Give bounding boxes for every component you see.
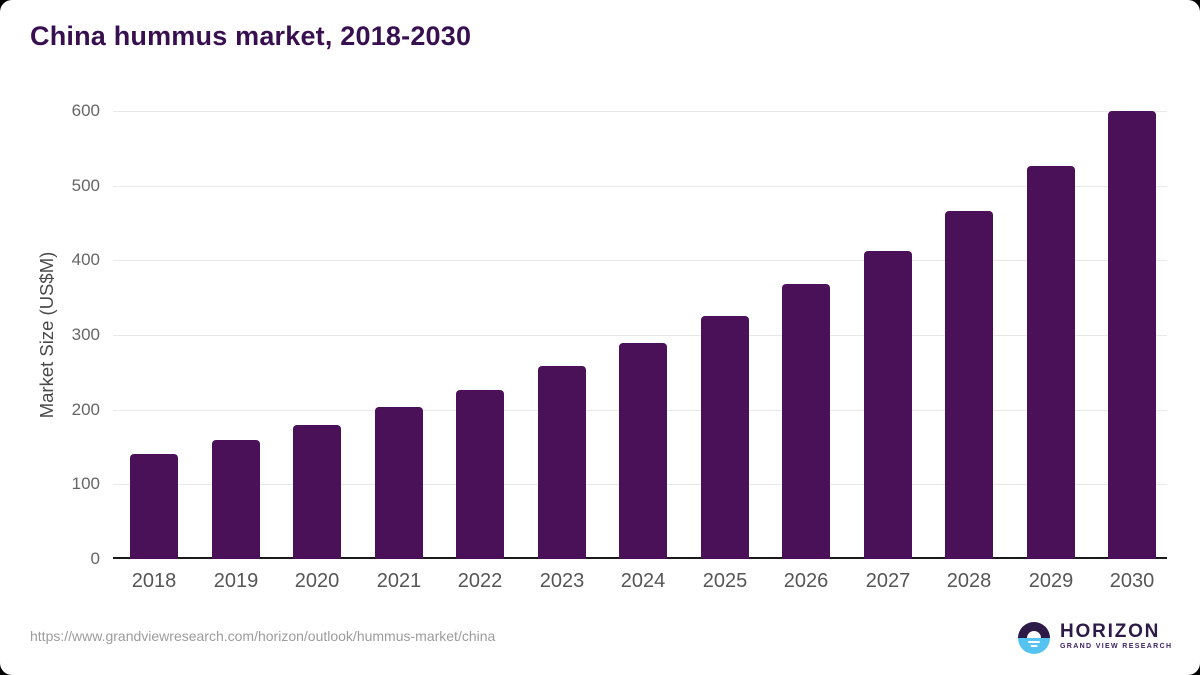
logo-subtitle: GRAND VIEW RESEARCH	[1060, 643, 1173, 650]
x-label-2030: 2030	[1109, 570, 1155, 592]
bar-2027	[864, 251, 912, 559]
logo-ripple-icon	[1028, 641, 1040, 643]
bar-2028	[945, 211, 993, 559]
bar-2021	[375, 407, 423, 559]
y-tick-200: 200	[71, 400, 100, 419]
y-tick-0: 0	[90, 549, 100, 568]
gridline-400	[113, 260, 1167, 261]
chart-title: China hummus market, 2018-2030	[30, 21, 472, 51]
logo-sun-icon	[1027, 631, 1041, 638]
x-label-2018: 2018	[131, 570, 177, 592]
x-axis-labels: 2018 2019 2020 2021 2022 2023 2024 2025 2026 2027…	[113, 570, 1167, 596]
logo-sky-half	[1018, 622, 1050, 638]
bar-2023	[538, 366, 586, 559]
x-label-2026: 2026	[783, 570, 829, 592]
logo-ripple-icon	[1030, 645, 1038, 647]
x-label-2029: 2029	[1028, 570, 1074, 592]
x-label-2023: 2023	[539, 570, 585, 592]
gridline-300	[113, 335, 1167, 336]
gridline-500	[113, 186, 1167, 187]
x-label-2020: 2020	[294, 570, 340, 592]
y-tick-600: 600	[71, 101, 100, 120]
bar-2018	[130, 454, 178, 559]
bar-2022	[456, 390, 504, 559]
bar-2026	[782, 284, 830, 559]
x-label-2019: 2019	[213, 570, 259, 592]
y-axis-ticks: 0 100 200 300 400 500 600	[0, 101, 100, 568]
gridline-600	[113, 111, 1167, 112]
x-label-2027: 2027	[865, 570, 911, 592]
bar-2029	[1027, 166, 1075, 559]
x-label-2028: 2028	[946, 570, 992, 592]
horizon-logo: HORIZON GRAND VIEW RESEARCH	[1018, 622, 1172, 654]
bar-2025	[701, 316, 749, 559]
y-tick-400: 400	[71, 250, 100, 269]
bar-2019	[212, 440, 260, 559]
logo-brand: HORIZON	[1060, 621, 1161, 642]
y-tick-300: 300	[71, 325, 100, 344]
bar-2020	[293, 425, 341, 559]
bar-2030	[1108, 111, 1156, 559]
y-tick-500: 500	[71, 176, 100, 195]
plot-area	[113, 111, 1167, 559]
horizon-logo-icon	[1018, 622, 1050, 654]
x-label-2021: 2021	[376, 570, 422, 592]
source-url: https://www.grandviewresearch.com/horizo…	[30, 628, 496, 644]
logo-text: HORIZON GRAND VIEW RESEARCH	[1060, 622, 1172, 650]
x-label-2025: 2025	[702, 570, 748, 592]
bar-2024	[619, 343, 667, 559]
x-label-2024: 2024	[620, 570, 666, 592]
y-tick-100: 100	[71, 474, 100, 493]
x-label-2022: 2022	[457, 570, 503, 592]
